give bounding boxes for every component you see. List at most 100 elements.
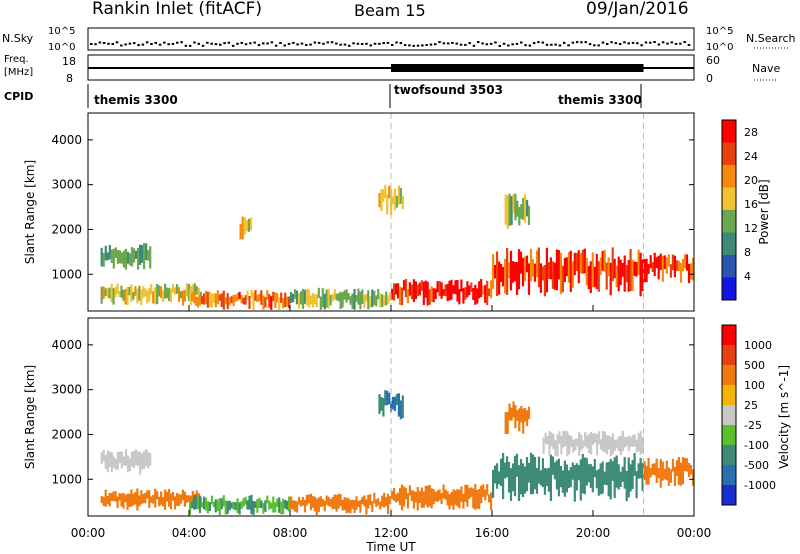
echo-cell (106, 450, 109, 472)
echo-cell (605, 462, 608, 486)
echo-cell (663, 255, 666, 270)
echo-cell (599, 439, 603, 450)
echo-cell (238, 291, 241, 300)
echo-cell (424, 280, 427, 298)
nsky-sample (107, 42, 110, 45)
echo-cell (114, 247, 117, 258)
echo-cell (208, 291, 211, 308)
echo-cell (216, 499, 219, 512)
colorbar-tick-label: -100 (744, 439, 769, 452)
echo-cell (687, 463, 691, 477)
echo-cell (220, 293, 223, 308)
echo-cell (529, 452, 533, 495)
nsky-sample (184, 44, 188, 47)
echo-cell (511, 463, 515, 492)
echo-cell (482, 285, 485, 295)
echo-cell (456, 489, 459, 507)
echo-cell (601, 251, 604, 271)
echo-cell (198, 495, 202, 514)
colorbar-swatch (722, 277, 736, 301)
echo-cell (518, 207, 521, 226)
echo-cell (460, 279, 463, 292)
echo-cell (104, 245, 107, 261)
echo-cell (208, 502, 211, 511)
echo-cell (488, 288, 491, 297)
echo-cell (286, 296, 289, 307)
nsky-sample (335, 42, 338, 45)
echo-cell (550, 432, 553, 447)
y-tick-label: 3000 (51, 383, 82, 397)
echo-cell (651, 463, 654, 475)
echo-cell (329, 499, 332, 507)
echo-cell (226, 293, 229, 310)
echo-cell (428, 289, 431, 305)
nave-label: Nave (752, 62, 780, 75)
echo-cell (148, 287, 151, 302)
nsky-sample (653, 41, 656, 43)
x-tick-label: 04:00 (172, 526, 207, 540)
echo-cell (357, 501, 360, 508)
echo-cell (202, 293, 206, 305)
echo-cell (454, 280, 457, 295)
echo-cell (150, 284, 153, 295)
echo-cell (371, 501, 374, 512)
echo-cell (573, 465, 576, 502)
echo-cell (236, 293, 239, 301)
echo-cell (507, 462, 511, 493)
echo-cell (183, 491, 186, 507)
echo-cell (124, 248, 128, 270)
echo-cell (118, 250, 121, 264)
echo-cell (126, 455, 130, 473)
echo-cell (241, 216, 244, 240)
echo-cell (337, 293, 340, 302)
colorbar-tick-label: -25 (744, 419, 762, 432)
nsky-sample (584, 41, 587, 44)
echo-cell (132, 493, 135, 506)
nsky-sample (369, 44, 372, 47)
echo-cell (339, 291, 342, 309)
echo-cell (212, 501, 215, 508)
echo-cell (141, 245, 144, 263)
echo-cell (597, 469, 600, 496)
echo-cell (430, 286, 433, 302)
echo-cell (440, 493, 443, 505)
echo-cell (110, 493, 113, 501)
echo-cell (526, 199, 529, 217)
echo-cell (569, 250, 572, 292)
nsky-sample (679, 42, 682, 45)
echo-cell (464, 484, 467, 502)
echo-cell (486, 484, 489, 496)
echo-cell (582, 440, 585, 449)
echo-cell (565, 257, 568, 277)
echo-cell (280, 292, 283, 303)
echo-cell (120, 252, 123, 264)
echo-cell (585, 458, 588, 486)
echo-cell (539, 263, 542, 293)
echo-cell (436, 281, 439, 293)
echo-cell (510, 407, 513, 421)
nsky-sample (124, 43, 127, 46)
echo-cell (204, 497, 207, 511)
colorbar-swatch (722, 485, 736, 506)
colorbar-swatch (722, 232, 736, 256)
echo-cell (272, 291, 275, 302)
nsky-sample (227, 41, 231, 44)
nsky-sample (528, 44, 532, 47)
echo-cell (197, 287, 200, 301)
nsky-sample (348, 44, 351, 47)
echo-cell (510, 196, 513, 226)
echo-cell (108, 287, 111, 299)
echo-cell (629, 464, 632, 492)
echo-cell (592, 433, 595, 445)
echo-cell (645, 465, 648, 485)
echo-cell (365, 499, 368, 515)
echo-cell (357, 288, 360, 305)
echo-cell (132, 291, 135, 300)
x-axis-label: Time UT (365, 540, 416, 554)
freq-tick-bottom: 8 (66, 72, 73, 85)
echo-cell (240, 295, 243, 304)
echo-cell (195, 490, 198, 500)
echo-cell (154, 287, 157, 305)
echo-cell (456, 280, 459, 302)
echo-cell (560, 435, 563, 455)
